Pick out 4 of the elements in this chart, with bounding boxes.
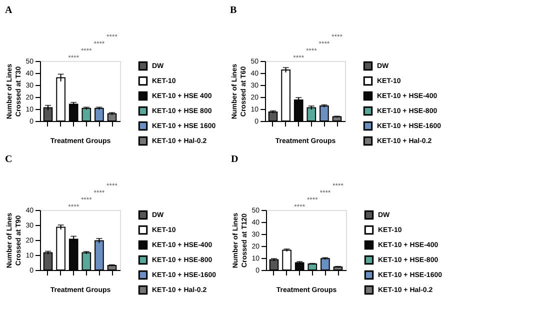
chart-title: C: [5, 154, 12, 165]
chart-title: A: [5, 5, 13, 16]
chart-title: B: [230, 5, 237, 16]
chart-title: D: [231, 154, 238, 165]
